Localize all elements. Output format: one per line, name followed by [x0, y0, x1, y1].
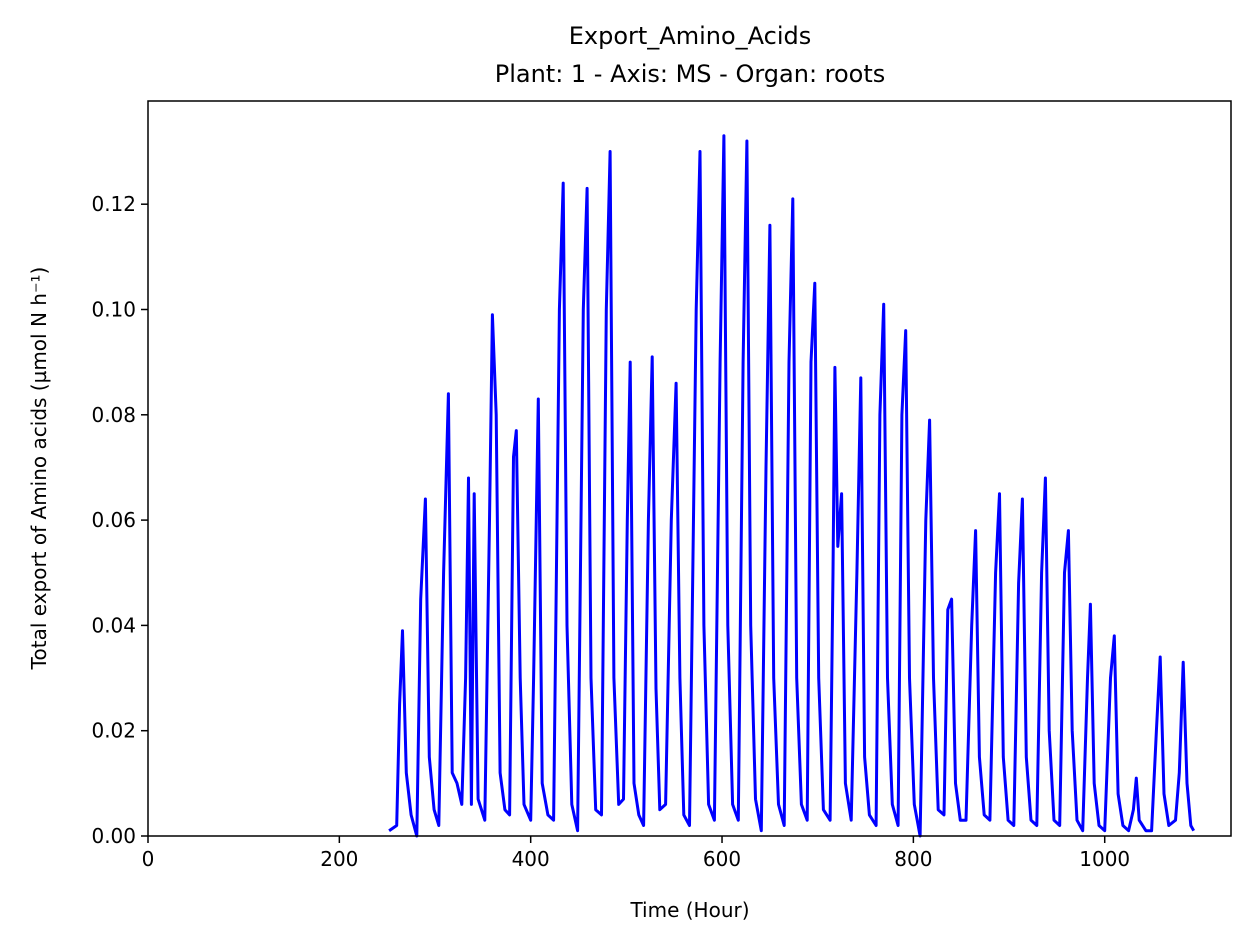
x-tick-label: 200 [320, 847, 358, 871]
x-tick-label: 600 [703, 847, 741, 871]
y-tick-label: 0.08 [91, 403, 136, 427]
y-tick-label: 0.06 [91, 508, 136, 532]
y-tick-label: 0.12 [91, 192, 136, 216]
plot-frame [147, 100, 1232, 837]
chart-subtitle: Plant: 1 - Axis: MS - Organ: roots [495, 60, 886, 88]
y-tick-label: 0.00 [91, 824, 136, 848]
y-tick-label: 0.02 [91, 719, 136, 743]
x-tick-label: 800 [894, 847, 932, 871]
y-tick-label: 0.10 [91, 297, 136, 321]
x-tick-label: 0 [142, 847, 155, 871]
y-tick-label: 0.04 [91, 613, 136, 637]
x-tick-label: 400 [512, 847, 550, 871]
y-axis-label: Total export of Amino acids (µmol N h⁻¹) [27, 267, 51, 671]
x-axis-label: Time (Hour) [629, 898, 749, 922]
data-line [388, 134, 1196, 838]
x-tick-label: 1000 [1079, 847, 1130, 871]
chart-title: Export_Amino_Acids [569, 22, 812, 50]
